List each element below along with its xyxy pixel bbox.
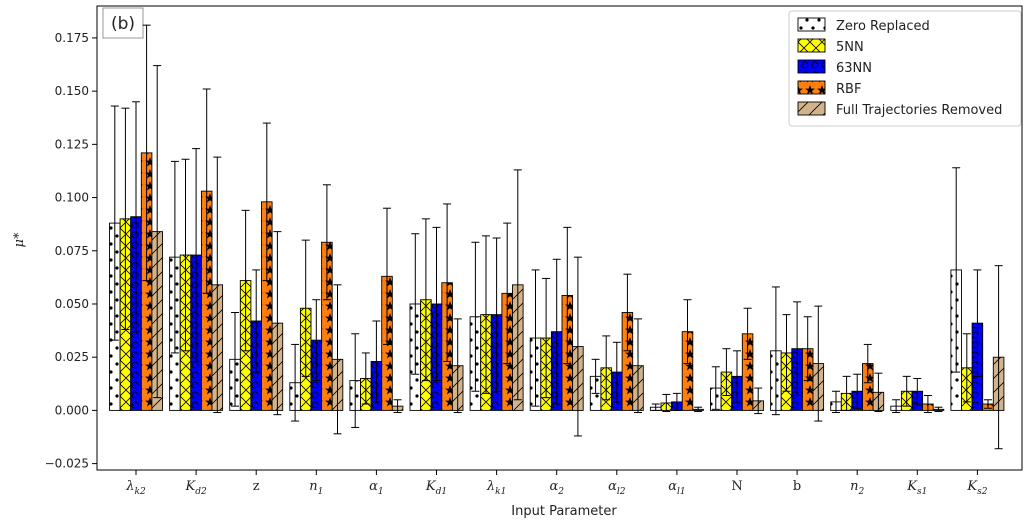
y-axis-label: μ*	[12, 232, 27, 247]
x-tick-label: α2	[549, 479, 564, 497]
x-tick-label: Ks2	[966, 479, 987, 497]
x-tick-label: n2	[850, 479, 864, 497]
legend-label: 5NN	[836, 40, 864, 55]
y-tick-label: 0.000	[55, 403, 89, 417]
y-tick-label: 0.150	[55, 84, 89, 98]
y-tick-label: 0.075	[55, 244, 89, 258]
y-tick-label: 0.050	[55, 297, 89, 311]
legend-swatch-hatch	[798, 81, 825, 94]
legend-label: RBF	[836, 82, 861, 97]
y-tick-label: 0.100	[55, 191, 89, 205]
y-tick-label: 0.125	[55, 137, 89, 151]
bar-hatch	[622, 312, 633, 411]
legend-swatch-hatch	[798, 18, 825, 31]
y-tick-label: −0.025	[45, 457, 89, 471]
y-tick-label: 0.175	[55, 31, 89, 45]
legend-label: Full Trajectories Removed	[836, 103, 1002, 118]
legend: Zero Replaced 5NN 63NN RBF Full Trajectories…	[788, 10, 1022, 127]
plot-area: −0.025 0.000 0.025 0.050 0.075 0.100 0.125 0.15…	[45, 5, 1023, 497]
bar-hatch	[261, 201, 273, 411]
x-tick-label: λk1	[486, 479, 506, 497]
x-tick-label: z	[253, 479, 260, 494]
legend-swatch-hatch	[798, 39, 825, 52]
legend-label: Zero Replaced	[836, 19, 930, 34]
bar-hatch	[742, 333, 753, 411]
bar-hatch	[682, 331, 693, 411]
x-tick-label: λk2	[125, 479, 146, 497]
x-tick-label: αl1	[668, 479, 685, 497]
bar-hatch	[201, 191, 212, 411]
x-tick-label: N	[731, 479, 742, 494]
panel-label-box	[102, 7, 144, 39]
bar-hatch	[862, 363, 874, 411]
x-tick-label: αl2	[608, 479, 626, 497]
legend-swatch-hatch	[798, 60, 825, 73]
bar-hatch	[321, 242, 333, 411]
x-tick-label: n1	[309, 479, 323, 497]
x-tick-label: α1	[369, 479, 384, 497]
plot-frame	[96, 5, 1023, 471]
legend-label: 63NN	[836, 61, 872, 76]
x-tick-label: Ks1	[906, 479, 927, 497]
bar-hatch	[141, 152, 152, 411]
legend-box	[788, 10, 1022, 127]
y-tick-label: 0.025	[55, 350, 89, 364]
legend-swatch-hatch	[798, 102, 825, 115]
x-tick-label: b	[793, 479, 801, 494]
x-axis-label: Input Parameter	[511, 504, 617, 519]
x-tick-label: Kd2	[184, 479, 206, 497]
panel-label: (b)	[111, 14, 135, 34]
x-tick-label: Kd1	[425, 479, 447, 497]
